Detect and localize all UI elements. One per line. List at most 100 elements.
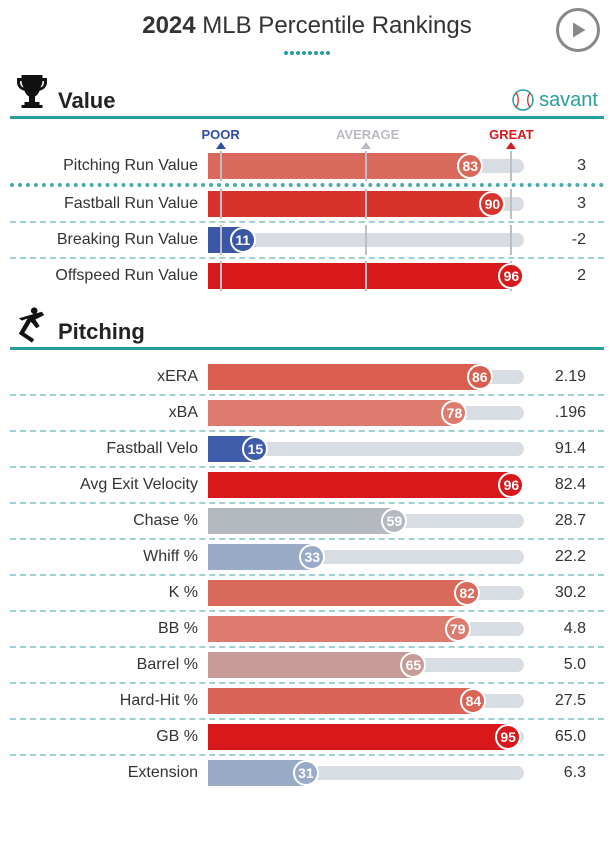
stat-bar[interactable]: 95 [208,724,524,750]
trophy-icon [13,72,51,114]
stat-row: Barrel % 65 5.0 [10,648,604,682]
stat-value: 82.4 [524,476,594,494]
stat-bar[interactable]: 96 [208,263,524,289]
percentile-bubble: 15 [242,436,268,462]
savant-brand[interactable]: savant [511,88,598,112]
percentile-bubble: 83 [457,153,483,179]
stat-label: Whiff % [10,548,208,566]
stat-row: Breaking Run Value 11 -2 [10,223,604,257]
stat-label: Pitching Run Value [10,157,208,175]
stat-label: Barrel % [10,656,208,674]
stat-label: Hard-Hit % [10,692,208,710]
stat-row: Avg Exit Velocity 96 82.4 [10,468,604,502]
stat-bar[interactable]: 90 [208,191,524,217]
stat-label: Breaking Run Value [10,231,208,249]
stat-bar[interactable]: 79 [208,616,524,642]
percentile-bubble: 90 [479,191,505,217]
stat-row: Pitching Run Value 83 3 [10,149,604,183]
stat-value: 27.5 [524,692,594,710]
stat-label: Chase % [10,512,208,530]
legend-mark-average [361,142,371,149]
percentile-bubble: 59 [381,508,407,534]
percentile-bubble: 96 [498,472,524,498]
section-header-value: Value savant [10,72,604,119]
stat-label: Fastball Velo [10,440,208,458]
percentile-bubble: 11 [230,227,256,253]
stat-bar[interactable]: 78 [208,400,524,426]
stat-label: xERA [10,368,208,386]
stat-row: Extension 31 6.3 [10,756,604,790]
stat-label: Fastball Run Value [10,195,208,213]
stat-value: 3 [524,195,594,213]
stat-bar[interactable]: 96 [208,472,524,498]
year: 2024 [142,12,195,39]
stat-value: .196 [524,404,594,422]
legend-average: AVERAGE [336,127,396,142]
stat-label: K % [10,584,208,602]
legend-poor: POOR [191,127,251,142]
percentile-bubble: 79 [445,616,471,642]
percentile-bubble: 86 [467,364,493,390]
percentile-bubble: 84 [460,688,486,714]
stat-value: 2 [524,267,594,285]
percentile-bubble: 95 [495,724,521,750]
stat-value: 28.7 [524,512,594,530]
stat-bar[interactable]: 15 [208,436,524,462]
header: 2024 MLB Percentile Rankings [10,4,604,40]
stat-row: Fastball Velo 15 91.4 [10,432,604,466]
stat-bar[interactable]: 33 [208,544,524,570]
stat-value: -2 [524,231,594,249]
stat-row: Whiff % 33 22.2 [10,540,604,574]
legend-great: GREAT [481,127,541,142]
percentile-bubble: 31 [293,760,319,786]
stat-row: Hard-Hit % 84 27.5 [10,684,604,718]
section-title: Value [58,88,115,114]
stat-row: Fastball Run Value 90 3 [10,187,604,221]
play-button[interactable] [556,8,600,52]
percentile-bubble: 96 [498,263,524,289]
stat-bar[interactable]: 86 [208,364,524,390]
stat-label: Avg Exit Velocity [10,476,208,494]
stat-bar[interactable]: 11 [208,227,524,253]
stat-row: xBA 78 .196 [10,396,604,430]
stat-bar[interactable]: 65 [208,652,524,678]
page-title: 2024 MLB Percentile Rankings [142,12,472,40]
stat-row: Offspeed Run Value 96 2 [10,259,604,293]
pitcher-icon [10,305,54,345]
stat-bar[interactable]: 84 [208,688,524,714]
stat-value: 6.3 [524,764,594,782]
baseball-icon [511,88,535,112]
legend-mark-poor [216,142,226,149]
stat-bar[interactable]: 82 [208,580,524,606]
stat-bar[interactable]: 83 [208,153,524,179]
stat-row: BB % 79 4.8 [10,612,604,646]
stat-row: K % 82 30.2 [10,576,604,610]
stat-bar[interactable]: 31 [208,760,524,786]
stat-value: 4.8 [524,620,594,638]
stat-row: GB % 95 65.0 [10,720,604,754]
stat-value: 91.4 [524,440,594,458]
percentile-bubble: 33 [299,544,325,570]
legend: POOR AVERAGE GREAT [10,127,604,149]
title-rest: MLB Percentile Rankings [196,12,472,39]
stat-label: GB % [10,728,208,746]
stat-label: xBA [10,404,208,422]
header-dots [10,42,604,60]
stat-label: Offspeed Run Value [10,267,208,285]
stat-value: 65.0 [524,728,594,746]
stat-label: BB % [10,620,208,638]
stat-value: 3 [524,157,594,175]
stat-label: Extension [10,764,208,782]
percentile-rankings: 2024 MLB Percentile Rankings Value savan… [0,0,614,810]
play-icon [568,20,588,40]
stat-row: Chase % 59 28.7 [10,504,604,538]
legend-mark-great [506,142,516,149]
section-header-pitching: Pitching [10,305,604,350]
stat-value: 30.2 [524,584,594,602]
stat-bar[interactable]: 59 [208,508,524,534]
percentile-bubble: 65 [400,652,426,678]
stat-row: xERA 86 2.19 [10,360,604,394]
stat-value: 22.2 [524,548,594,566]
percentile-bubble: 82 [454,580,480,606]
stat-value: 2.19 [524,368,594,386]
